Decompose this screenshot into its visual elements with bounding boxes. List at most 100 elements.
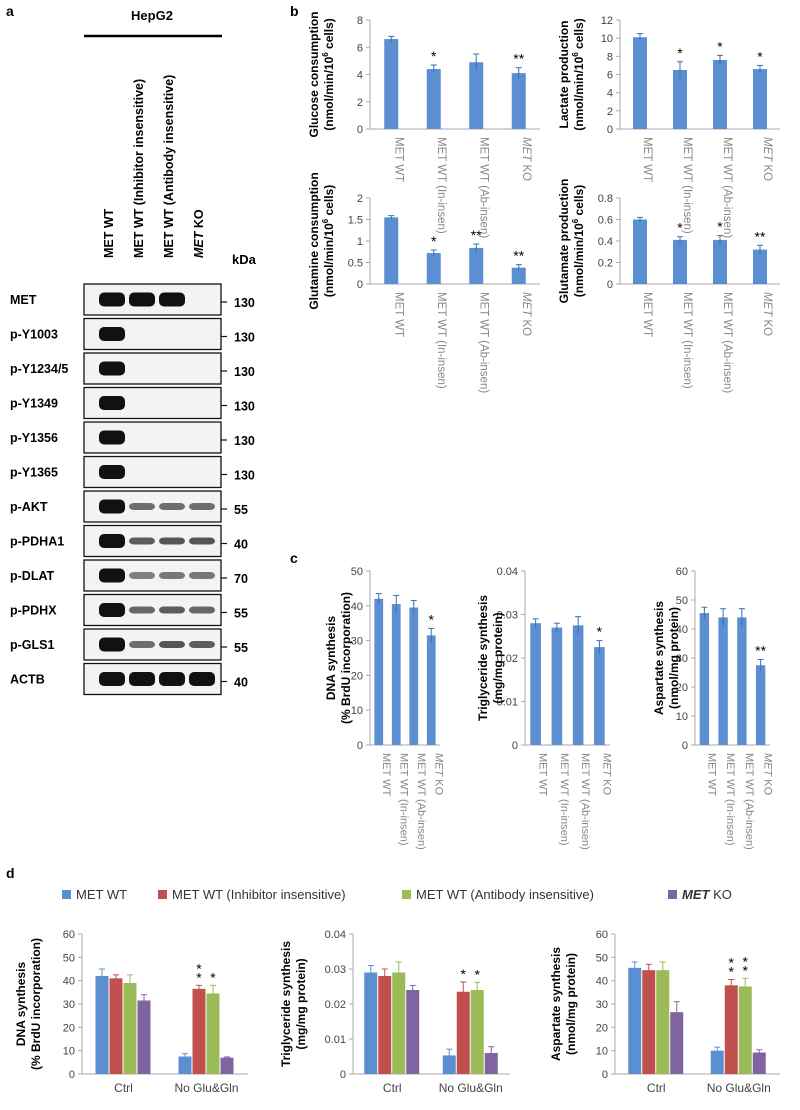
bar — [551, 627, 563, 745]
kda-header: kDa — [232, 252, 257, 267]
y-tick-label: 20 — [63, 1022, 75, 1034]
kda-value: 130 — [234, 296, 255, 310]
y-tick-label: 0.01 — [497, 697, 518, 709]
y-axis-subtitle: (nmol/min/106 cells) — [321, 18, 336, 131]
y-axis-subtitle: (nmol/mg protein) — [564, 953, 578, 1055]
y-tick-label: 0.8 — [598, 193, 613, 205]
category-label: MET WT — [392, 137, 404, 182]
y-axis-subtitle: (nmol/min/106 cells) — [571, 185, 586, 298]
bar — [642, 970, 656, 1074]
blot-row: p-GLS1 55 — [10, 628, 248, 661]
category-label: Ctrl — [114, 1081, 133, 1095]
bar — [718, 617, 728, 745]
significance-mark: ** — [755, 642, 766, 658]
category-label: MET WT (In-insen) — [435, 137, 447, 234]
blot-row: p-Y1365 130 — [10, 455, 255, 489]
category-label: MET WT — [705, 753, 717, 796]
blot-band — [99, 637, 125, 652]
blot-band — [129, 503, 155, 510]
y-tick-label: 0 — [340, 1069, 346, 1081]
blot-band — [189, 572, 215, 579]
category-label: No Glu&Gln — [174, 1081, 238, 1095]
bar-chart: 0 0.5 1 1.5 2 Glutamine consumption (nmol/min/… — [307, 172, 540, 393]
panel-label-a: a — [6, 3, 14, 19]
kda-value: 130 — [234, 469, 255, 483]
y-tick-label: 4 — [607, 88, 613, 100]
y-tick-label: 0 — [357, 740, 363, 752]
bar-chart: 0 0.2 0.4 0.6 0.8 Glutamate production (nmol/m… — [557, 179, 780, 393]
bar — [752, 1052, 766, 1074]
kda-value: 55 — [234, 607, 248, 621]
bar-chart: 0 10 20 30 40 50 60 Aspartate synthesis (nmol/mg… — [652, 566, 774, 850]
bar-chart: 0 2 4 6 8 10 12 Lactate production (nmol/min/106… — [557, 15, 780, 238]
significance-mark: * — [431, 48, 437, 64]
bar-chart: 0 0.01 0.02 0.03 0.04 Triglyceride synthesis(… — [279, 929, 510, 1095]
bar — [123, 983, 137, 1074]
blot-band — [99, 292, 125, 307]
blot-row: p-DLAT 70 — [10, 559, 248, 592]
blot-band — [129, 537, 155, 545]
y-tick-label: 10 — [596, 1046, 608, 1058]
category-label: No Glu&Gln — [707, 1081, 771, 1095]
y-tick-label: 0.03 — [497, 610, 518, 622]
kda-value: 55 — [234, 641, 248, 655]
category-label: No Glu&Gln — [439, 1081, 503, 1095]
legend-label: MET WT (Inhibitor insensitive) — [172, 887, 346, 902]
bar-chart: 0 10 20 30 40 50 60 Aspartate synthesis (nmol/mg… — [549, 929, 780, 1095]
significance-mark: * — [431, 233, 437, 249]
y-tick-label: 0 — [607, 124, 613, 136]
bar — [220, 1057, 234, 1074]
bar — [673, 239, 687, 284]
blot-band — [99, 327, 125, 341]
bar — [530, 623, 541, 745]
y-tick-label: 6 — [607, 70, 613, 82]
blot-row: p-Y1003 130 — [10, 317, 255, 351]
y-tick-label: 30 — [63, 999, 75, 1011]
significance-mark: ** — [755, 228, 766, 244]
blot-band — [129, 641, 155, 648]
category-label: MET WT (Ab-insen) — [415, 753, 427, 850]
bar — [409, 607, 419, 745]
y-tick-label: 0 — [602, 1069, 608, 1081]
y-axis-title: DNA synthesis — [324, 616, 338, 701]
bar — [753, 249, 767, 284]
significance-mark: * — [196, 960, 202, 976]
category-label: Ctrl — [647, 1081, 666, 1095]
blot-band — [189, 641, 215, 648]
significance-mark: * — [429, 611, 435, 627]
category-label: MET WT (In-insen) — [435, 292, 447, 389]
bar — [469, 62, 484, 129]
significance-mark: ** — [513, 248, 524, 264]
bar — [628, 967, 642, 1074]
y-tick-label: 0.2 — [598, 258, 613, 270]
bar — [374, 598, 384, 745]
legend-swatch — [402, 890, 411, 899]
y-tick-label: 40 — [63, 976, 75, 988]
y-tick-label: 10 — [63, 1046, 75, 1058]
y-tick-label: 0.04 — [497, 566, 518, 578]
y-axis-subtitle: (mg/mg protein) — [294, 958, 308, 1049]
blot-row: p-Y1356 130 — [10, 421, 255, 454]
category-label: MET KO — [520, 292, 532, 336]
lane-label: MET WT (Antibody insensitive) — [162, 75, 176, 258]
y-tick-label: 0.04 — [325, 929, 346, 941]
y-axis-title: DNA synthesis — [14, 962, 28, 1047]
y-tick-label: 0 — [69, 1069, 75, 1081]
blot-band — [189, 503, 215, 510]
bar — [456, 991, 470, 1074]
y-tick-label: 30 — [351, 636, 363, 648]
category-label: MET WT (Ab-insen) — [477, 137, 489, 238]
bar — [753, 69, 767, 129]
category-label: MET WT (Ab-insen) — [579, 753, 591, 850]
y-tick-label: 12 — [601, 15, 613, 27]
blot-row-label: p-Y1356 — [10, 431, 58, 445]
significance-mark: * — [677, 220, 683, 236]
y-tick-label: 40 — [351, 601, 363, 613]
y-tick-label: 40 — [676, 624, 688, 636]
y-tick-label: 10 — [601, 33, 613, 45]
y-tick-label: 40 — [596, 976, 608, 988]
y-tick-label: 50 — [351, 566, 363, 578]
blot-row-label: p-DLAT — [10, 569, 55, 583]
blot-row-label: p-PDHA1 — [10, 535, 64, 549]
